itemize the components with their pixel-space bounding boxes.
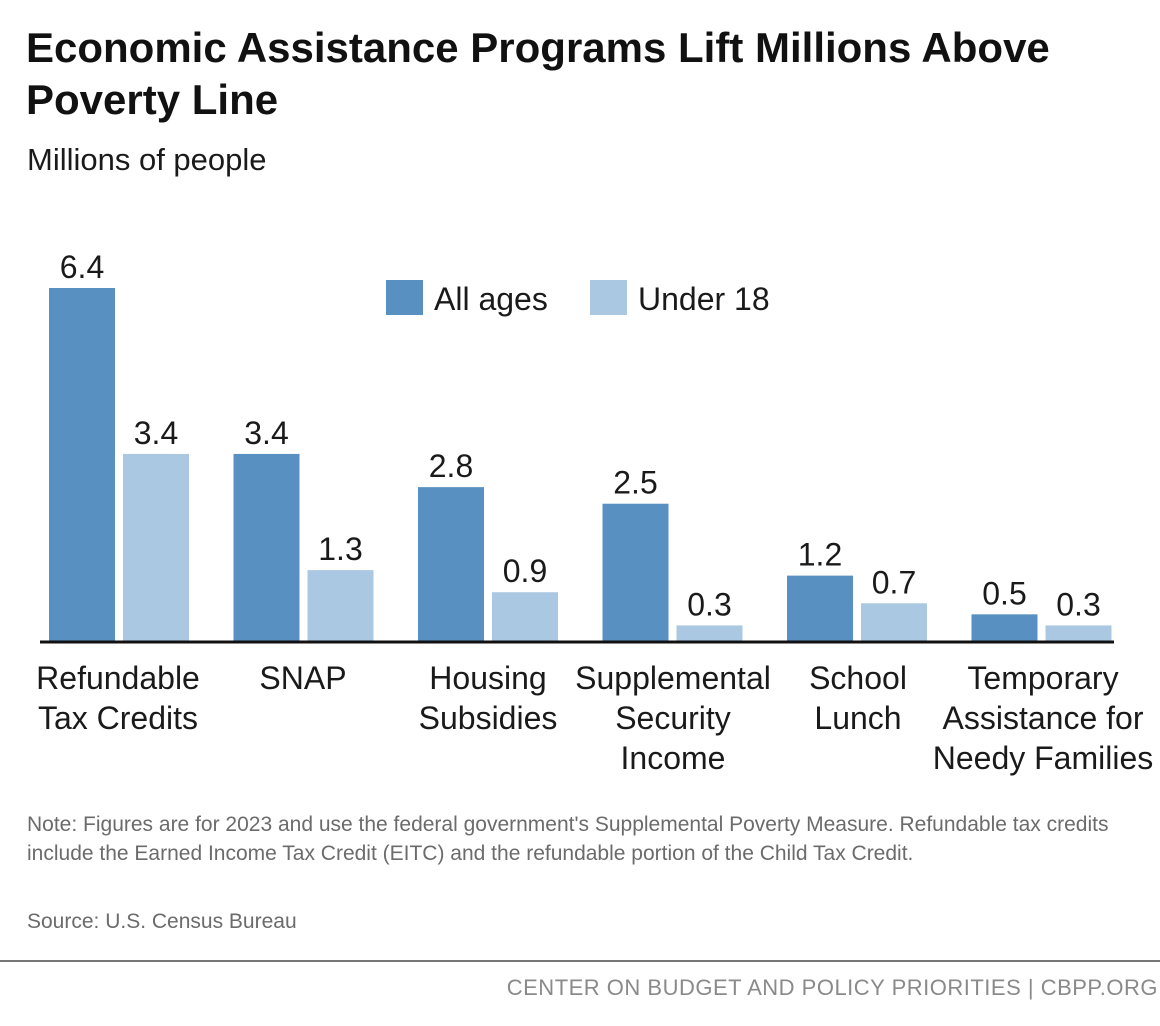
category-label: SNAP <box>259 660 347 696</box>
legend-label-under-18: Under 18 <box>638 281 770 317</box>
data-label: 2.5 <box>613 465 657 501</box>
category-label: Refundable Tax Credits <box>36 660 200 736</box>
data-label: 6.4 <box>60 249 104 285</box>
legend-label-all-ages: All ages <box>434 281 548 317</box>
bar-under-18 <box>492 592 558 642</box>
data-label: 0.9 <box>503 553 547 589</box>
legend-swatch-all-ages <box>386 280 423 315</box>
bar-under-18 <box>676 625 743 642</box>
bar-all-ages <box>602 503 669 642</box>
chart-source: Source: U.S. Census Bureau <box>27 910 297 933</box>
data-label: 0.5 <box>982 575 1026 611</box>
category-label: Supplemental Security Income <box>575 660 771 776</box>
data-label: 3.4 <box>134 415 178 451</box>
data-label: 0.3 <box>1056 586 1100 622</box>
bar-under-18 <box>123 453 189 642</box>
chart-note: Note: Figures are for 2023 and use the f… <box>27 813 1109 865</box>
data-label: 1.2 <box>798 537 842 573</box>
bar-all-ages <box>418 487 484 642</box>
chart-subtitle: Millions of people <box>27 142 267 177</box>
bar-all-ages <box>233 453 300 642</box>
bar-all-ages <box>787 575 853 642</box>
bar-under-18 <box>861 603 927 642</box>
bar-all-ages <box>49 288 115 642</box>
footer-credit: CENTER ON BUDGET AND POLICY PRIORITIES |… <box>506 975 1158 1000</box>
chart-title: Economic Assistance Programs Lift Millio… <box>26 24 1050 123</box>
data-label: 0.7 <box>872 564 916 600</box>
data-label: 2.8 <box>429 448 473 484</box>
bar-chart: 6.4 3.4 3.4 1.3 2.8 0.9 2.5 0.3 1.2 0.7 0.5 0.3 All … <box>40 249 1114 644</box>
data-label: 3.4 <box>244 415 288 451</box>
category-label: Temporary Assistance for Needy Families <box>932 660 1154 776</box>
footer-divider <box>0 960 1160 962</box>
bar-all-ages <box>971 614 1038 642</box>
legend-swatch-under-18 <box>590 280 627 315</box>
category-label: School Lunch <box>809 660 907 736</box>
bar-under-18 <box>307 570 374 642</box>
category-label: Housing Subsidies <box>418 660 558 736</box>
bar-under-18 <box>1045 625 1112 642</box>
data-label: 0.3 <box>687 586 731 622</box>
data-label: 1.3 <box>318 531 362 567</box>
